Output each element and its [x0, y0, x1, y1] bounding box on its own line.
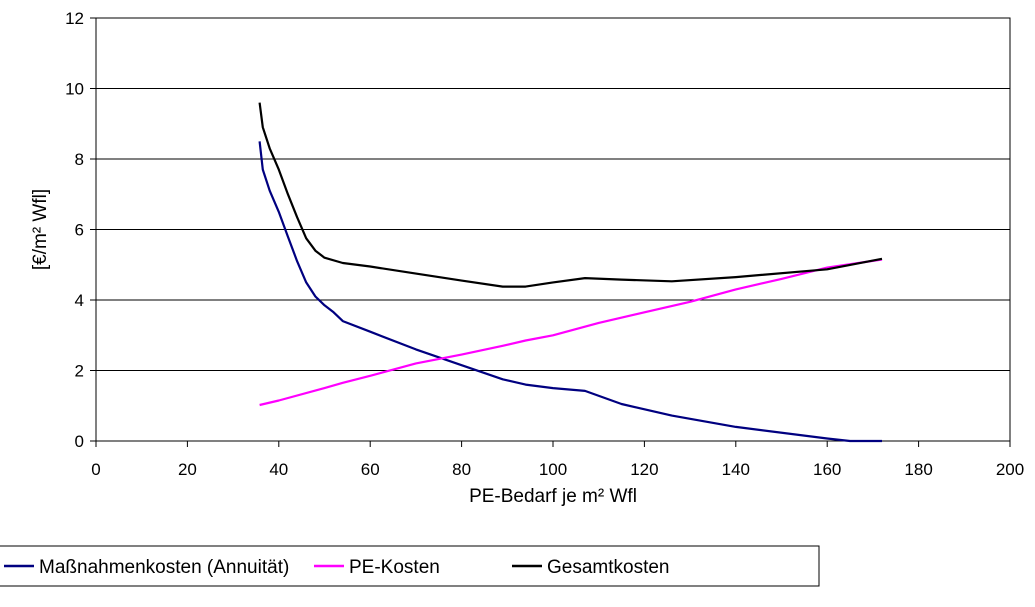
legend-label: Maßnahmenkosten (Annuität) [39, 557, 289, 578]
x-tick-label: 180 [904, 460, 932, 479]
x-tick-label: 40 [269, 460, 288, 479]
y-tick-label: 4 [75, 291, 84, 310]
x-tick-label: 160 [813, 460, 841, 479]
series-line [259, 258, 883, 407]
x-tick-label: 140 [722, 460, 750, 479]
y-axis-title: [€/m² Wfl] [30, 189, 51, 270]
legend-box [0, 545, 820, 587]
series-lines [258, 102, 883, 443]
series-line [258, 102, 883, 288]
x-tick-label: 60 [361, 460, 380, 479]
legend-label: Gesamtkosten [547, 557, 670, 578]
y-tick-label: 10 [65, 80, 84, 99]
grid-lines [96, 88, 1010, 371]
x-tick-label: 20 [178, 460, 197, 479]
x-tick-label: 0 [91, 460, 100, 479]
y-tick-label: 12 [65, 9, 84, 28]
x-tick-label: 80 [452, 460, 471, 479]
y-tick-label: 8 [75, 150, 84, 169]
x-tick-label: 120 [630, 460, 658, 479]
legend-label: PE-Kosten [349, 557, 440, 578]
x-tick-label: 200 [996, 460, 1024, 479]
y-tick-label: 6 [75, 221, 84, 240]
legend: Maßnahmenkosten (Annuität) PE-Kosten Gesam… [0, 545, 820, 587]
x-tick-label: 100 [539, 460, 567, 479]
y-tick-label: 2 [75, 362, 84, 381]
x-axis-title: PE-Bedarf je m² Wfl [469, 486, 637, 507]
y-tick-label: 0 [75, 432, 84, 451]
series-line [258, 141, 882, 443]
